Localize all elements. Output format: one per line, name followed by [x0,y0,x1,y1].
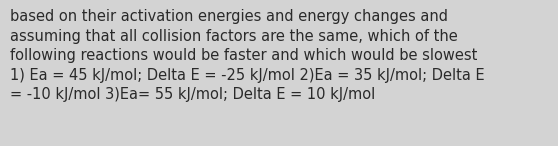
Text: based on their activation energies and energy changes and
assuming that all coll: based on their activation energies and e… [10,9,485,102]
